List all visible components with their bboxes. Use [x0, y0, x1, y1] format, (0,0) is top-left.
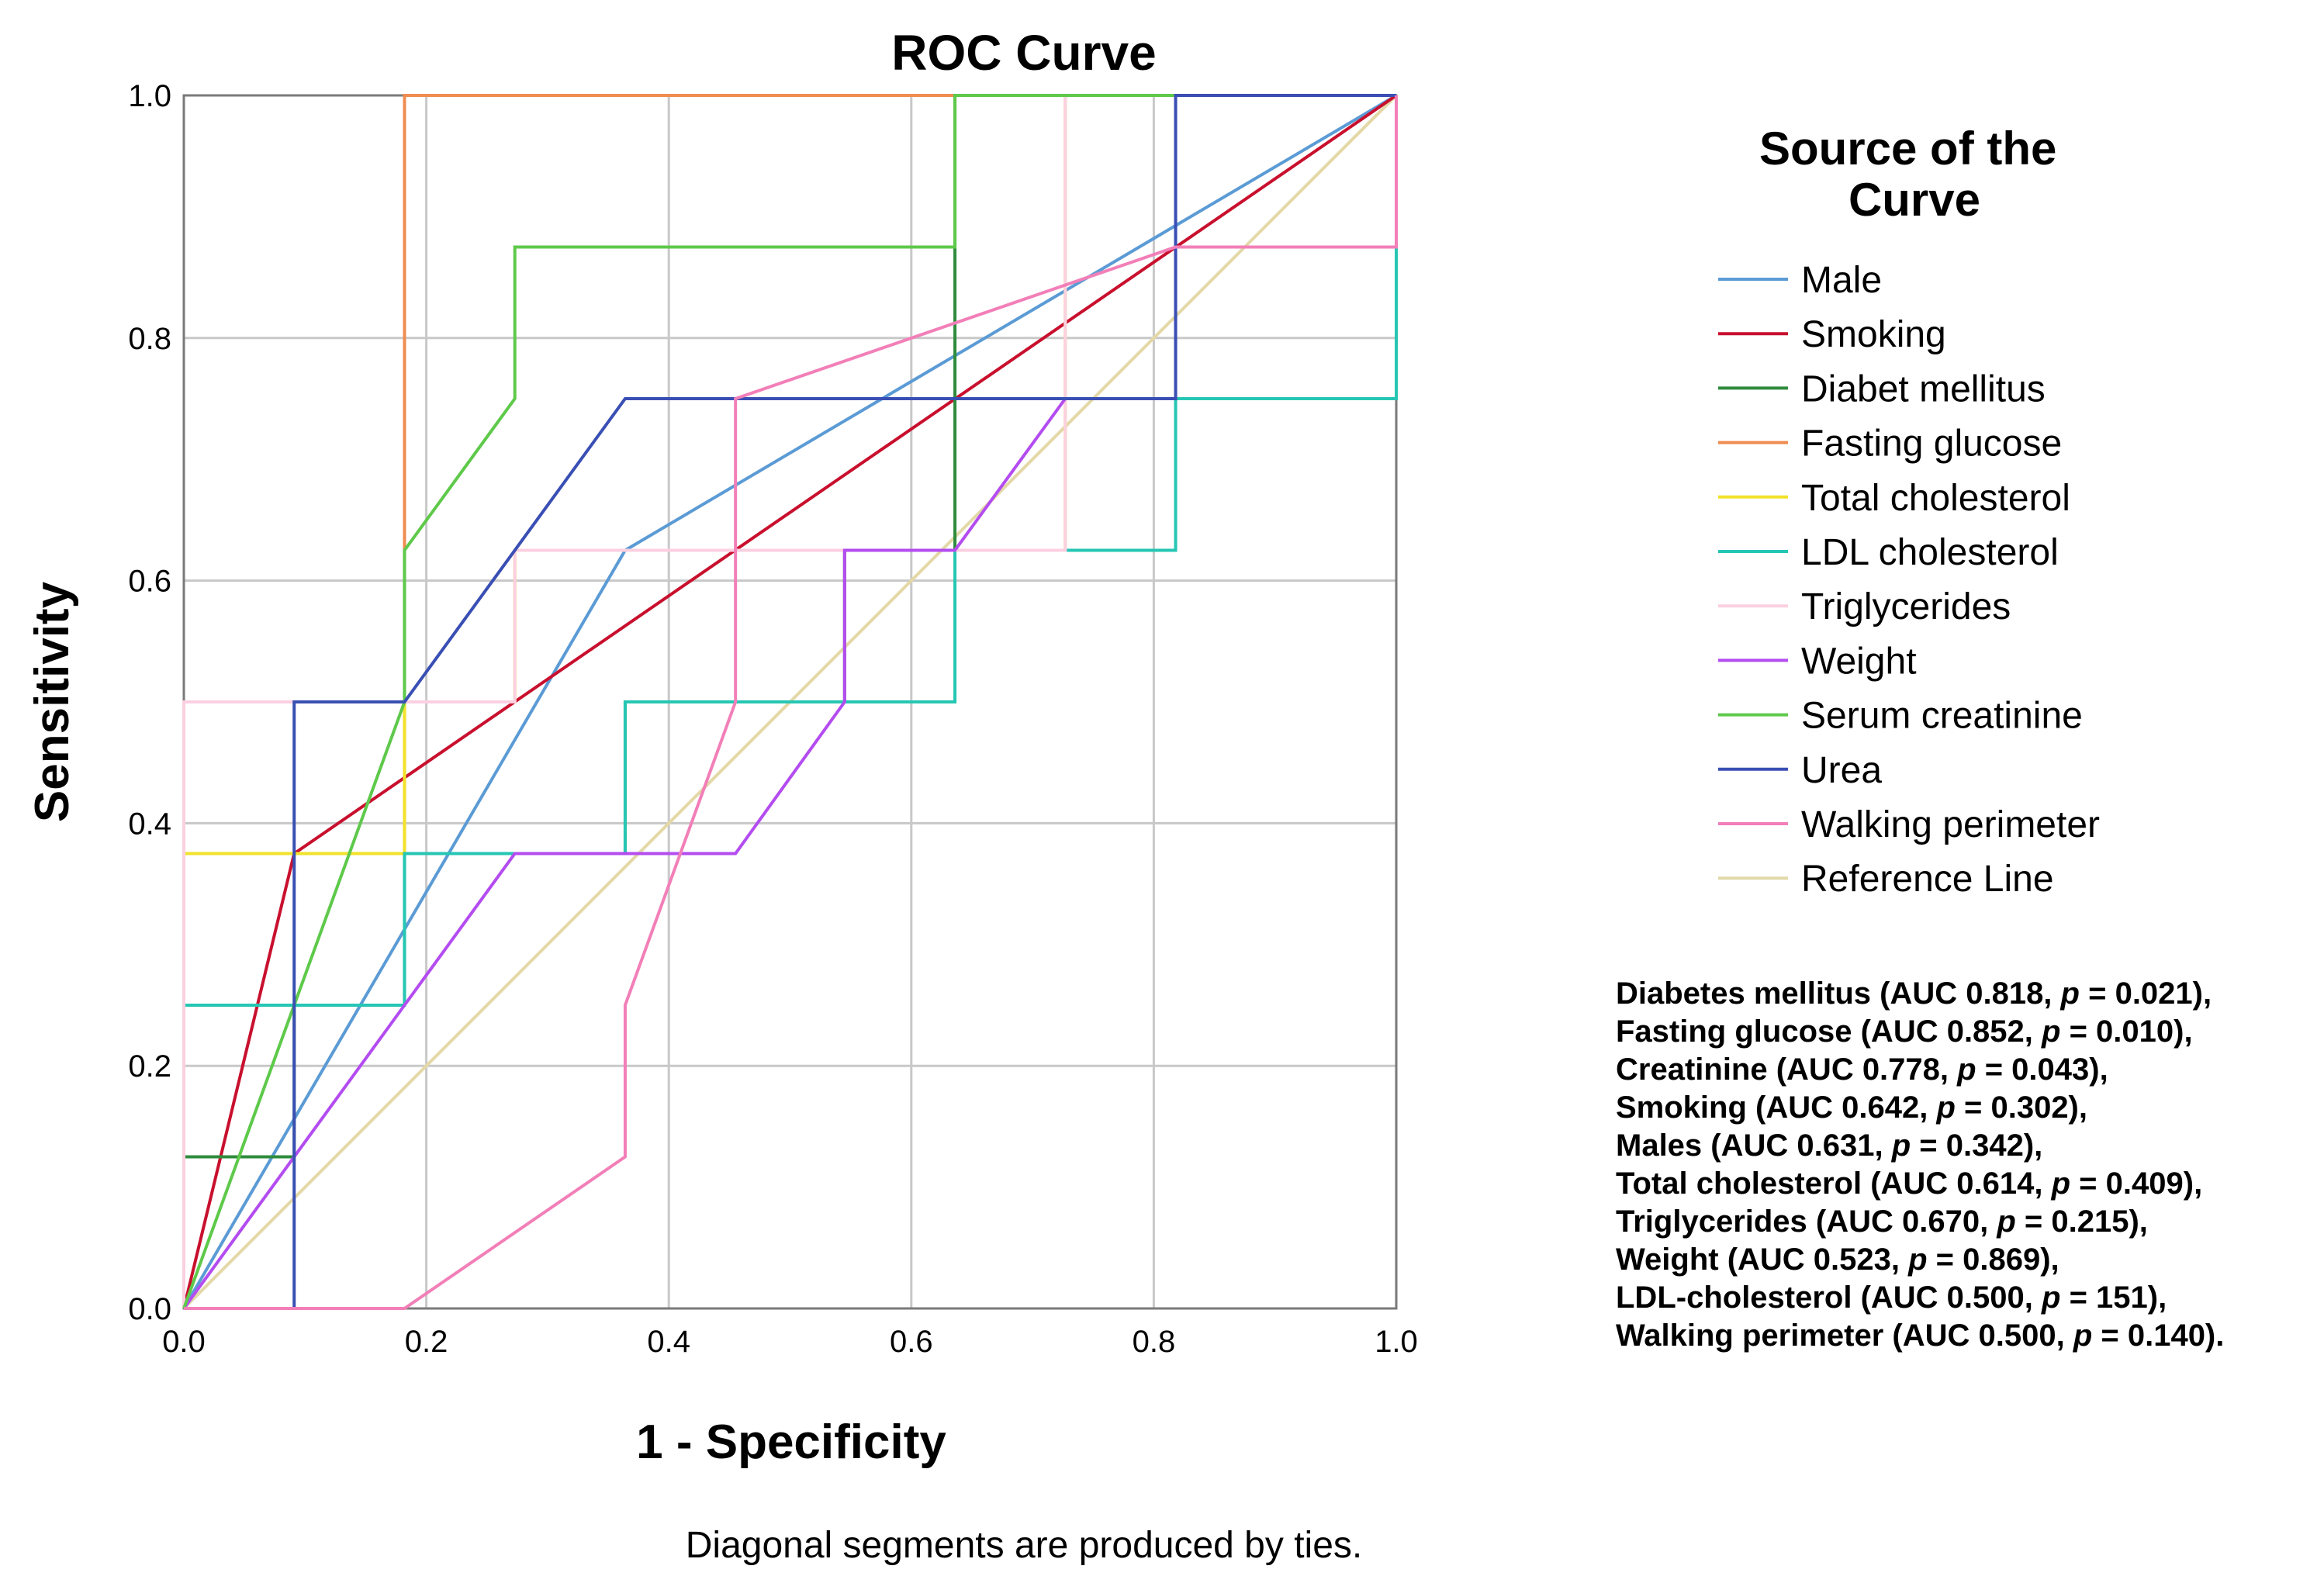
x-ticks: 0.0 0.2 0.4 0.6 0.8 1.0: [162, 1325, 1418, 1359]
y-tick-label-5: 1.0: [128, 79, 171, 113]
legend-label-weight: Weight: [1801, 641, 1917, 682]
auc-notes: Diabetes mellitus (AUC 0.818, p = 0.021)…: [1616, 976, 2224, 1353]
x-tick-label-0: 0.0: [162, 1325, 206, 1359]
y-axis-label: Sensitivity: [26, 581, 79, 822]
x-tick-label-5: 1.0: [1375, 1325, 1418, 1359]
legend-label-diabet-mellitus: Diabet mellitus: [1801, 368, 2046, 410]
auc-note-0: Diabetes mellitus (AUC 0.818, p = 0.021)…: [1616, 976, 2212, 1011]
legend-label-walking-perimeter: Walking perimeter: [1801, 804, 2100, 845]
legend-label-ldl-cholesterol: LDL cholesterol: [1801, 532, 2059, 573]
footnote: Diagonal segments are produced by ties.: [686, 1525, 1363, 1566]
legend-title-line-2: Curve: [1848, 174, 1980, 226]
auc-note-6: Triglycerides (AUC 0.670, p = 0.215),: [1616, 1205, 2148, 1239]
auc-note-9: Walking perimeter (AUC 0.500, p = 0.140)…: [1616, 1319, 2224, 1353]
legend-label-serum-creatinine: Serum creatinine: [1801, 696, 2083, 737]
series-lines: [182, 94, 1398, 1310]
series-line-urea: [184, 94, 1396, 1310]
auc-note-5: Total cholesterol (AUC 0.614, p = 0.409)…: [1616, 1167, 2202, 1201]
auc-note-8: LDL-cholesterol (AUC 0.500, p = 151),: [1616, 1281, 2167, 1315]
y-tick-label-1: 0.2: [128, 1049, 171, 1084]
legend-title: Source of the Curve: [1759, 123, 2070, 226]
y-tick-label-3: 0.6: [128, 565, 171, 599]
series-line-walking-perimeter: [184, 95, 1398, 1310]
auc-note-4: Males (AUC 0.631, p = 0.342),: [1616, 1129, 2042, 1163]
x-axis-label: 1 - Specificity: [636, 1415, 946, 1469]
legend-label-fasting-glucose: Fasting glucose: [1801, 423, 2062, 465]
legend: Male Smoking Diabet mellitus Fasting glucos…: [1718, 260, 2100, 900]
x-tick-label-3: 0.6: [890, 1325, 933, 1359]
auc-note-3: Smoking (AUC 0.642, p = 0.302),: [1616, 1091, 2087, 1125]
auc-note-1: Fasting glucose (AUC 0.852, p = 0.010),: [1616, 1014, 2193, 1049]
y-tick-label-4: 0.8: [128, 322, 171, 356]
auc-note-7: Weight (AUC 0.523, p = 0.869),: [1616, 1243, 2059, 1277]
x-tick-label-2: 0.4: [647, 1325, 690, 1359]
legend-label-male: Male: [1801, 260, 1882, 301]
x-tick-label-4: 0.8: [1133, 1325, 1176, 1359]
legend-label-triglycerides: Triglycerides: [1801, 586, 2011, 627]
y-tick-label-0: 0.0: [128, 1292, 171, 1326]
y-ticks: 0.0 0.2 0.4 0.6 0.8 1.0: [128, 79, 171, 1326]
chart-title: ROC Curve: [891, 25, 1156, 81]
legend-label-reference-line: Reference Line: [1801, 859, 2054, 900]
legend-label-total-cholesterol: Total cholesterol: [1801, 478, 2070, 519]
legend-label-urea: Urea: [1801, 750, 1882, 791]
series-line-serum-creatinine: [182, 94, 1396, 1309]
auc-note-2: Creatinine (AUC 0.778, p = 0.043),: [1616, 1053, 2108, 1087]
y-tick-label-2: 0.4: [128, 807, 171, 841]
legend-label-smoking: Smoking: [1801, 314, 1946, 355]
x-tick-label-1: 0.2: [405, 1325, 448, 1359]
legend-title-line-1: Source of the: [1759, 123, 2056, 175]
